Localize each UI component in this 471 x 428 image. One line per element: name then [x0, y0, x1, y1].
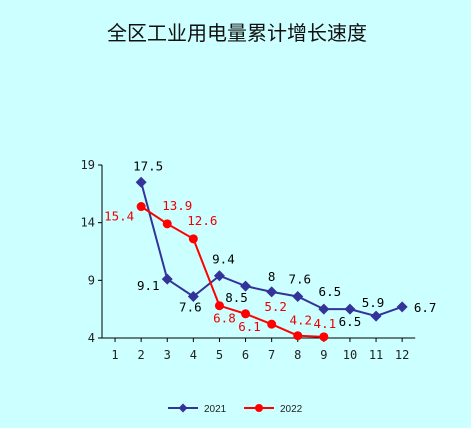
data-label-2021: 9.1 [137, 278, 160, 293]
data-point-2021 [318, 303, 330, 315]
data-point-2022 [188, 234, 198, 244]
data-point-2021 [187, 290, 199, 302]
x-tick-label: 12 [395, 348, 409, 362]
series-2021: 17.59.17.69.48.58 7.66.56.55.9 6.7 [133, 158, 436, 329]
data-label-2021: 9.4 [212, 252, 235, 267]
y-tick-label: 14 [81, 216, 95, 230]
data-point-2022 [241, 309, 251, 319]
data-label-2022: 13.9 [162, 198, 192, 213]
data-label-2021: 8.5 [225, 290, 248, 305]
data-point-2022 [319, 332, 329, 342]
data-point-2021 [135, 176, 147, 188]
x-tick-label: 10 [343, 348, 357, 362]
data-point-2022 [214, 301, 224, 311]
chart-title: 全区工业用电量累计增长速度 [107, 21, 367, 45]
x-tick-label: 5 [216, 348, 223, 362]
legend-label-2021: 2021 [204, 404, 227, 415]
data-label-2022: 6.8 [213, 311, 236, 326]
y-tick-label: 4 [88, 331, 95, 345]
data-point-2022 [162, 219, 172, 229]
data-label-2021: 7.6 [179, 299, 202, 314]
data-label-2022: 5.2 [264, 299, 287, 314]
data-point-2021 [240, 280, 252, 292]
legend-marker-2021 [178, 403, 188, 413]
x-tick-label: 1 [111, 348, 118, 362]
data-point-2021 [213, 270, 225, 282]
series-line-2022 [140, 205, 324, 338]
x-tick-label: 7 [268, 348, 275, 362]
y-tick-label: 9 [88, 273, 95, 287]
data-point-2022 [136, 202, 146, 212]
x-tick-label: 9 [320, 348, 327, 362]
x-tick-label: 2 [138, 348, 145, 362]
data-label-2022: 15.4 [104, 209, 134, 224]
data-point-2021 [396, 301, 408, 313]
data-point-2021 [161, 273, 173, 285]
data-point-2021 [292, 290, 304, 302]
data-label-2022: 6.1 [238, 319, 261, 334]
data-point-2021 [266, 286, 278, 298]
data-label-2022: 12.6 [187, 213, 217, 228]
data-label-2021: 5.9 [362, 295, 385, 310]
legend: 2021 2022 [168, 403, 303, 415]
y-tick-label: 19 [81, 158, 95, 172]
series-2022: 15.4 13.912.6 6.86.15.24.2 4.1 [104, 198, 336, 342]
data-label-2021: 6.5 [339, 314, 362, 329]
data-point-2021 [344, 303, 356, 315]
data-label-2021: 6.5 [319, 284, 342, 299]
data-label-2021: 7.6 [288, 271, 311, 286]
data-label-2021: 8 [268, 269, 276, 284]
data-label-2021: 6.7 [414, 300, 437, 315]
x-tick-label: 4 [190, 348, 197, 362]
x-tick-label: 6 [242, 348, 249, 362]
data-label-2022: 4.2 [289, 313, 312, 328]
data-label-2021: 17.5 [133, 158, 163, 173]
data-point-2022 [267, 319, 277, 329]
x-tick-label: 3 [164, 348, 171, 362]
data-label-2022: 4.1 [314, 316, 337, 331]
data-point-2022 [293, 331, 303, 341]
legend-marker-2022 [255, 404, 263, 412]
legend-label-2022: 2022 [280, 404, 303, 415]
x-tick-label: 11 [369, 348, 383, 362]
data-point-2021 [370, 310, 382, 322]
x-tick-label: 8 [294, 348, 301, 362]
